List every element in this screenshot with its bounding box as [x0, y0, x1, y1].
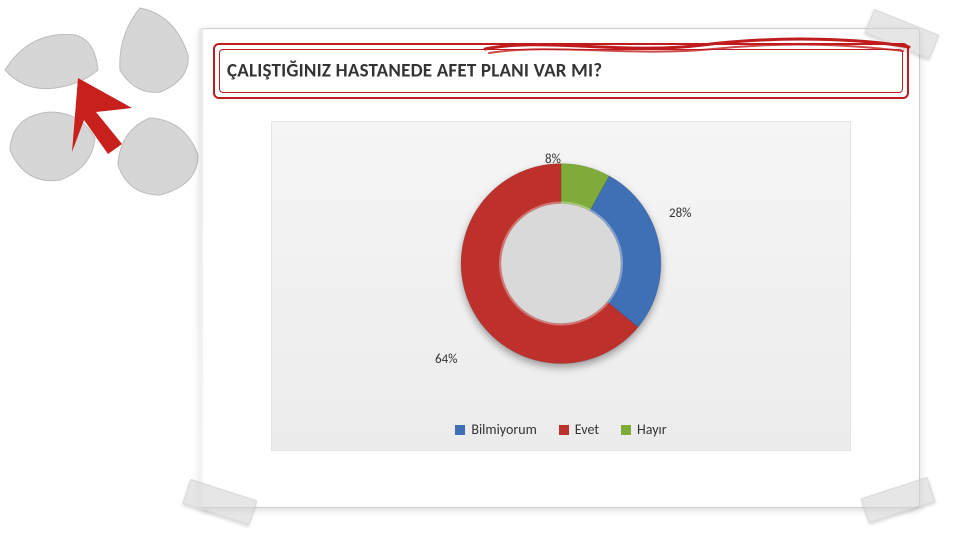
percent-label: 28% [669, 206, 691, 221]
tape-bottom-left [183, 479, 258, 525]
legend-swatch [559, 425, 569, 435]
title-squiggle [483, 35, 913, 57]
slide-card: ÇALIŞTIĞINIZ HASTANEDE AFET PLANI VAR MI… [200, 28, 920, 508]
slide-title: ÇALIŞTIĞINIZ HASTANEDE AFET PLANI VAR MI… [227, 60, 602, 83]
tape-bottom-right [861, 477, 936, 523]
legend-item: Hayır [621, 421, 667, 438]
chart-legend: Bilmiyorum Evet Hayır [272, 421, 850, 438]
legend-label: Evet [575, 421, 599, 438]
chart-plot-area: 8% 28% 64% Bilmiyorum Evet Hayır [271, 121, 851, 451]
percent-label: 64% [435, 352, 457, 367]
hands-arrow-graphic [0, 0, 210, 210]
legend-item: Evet [559, 421, 599, 438]
percent-label: 8% [545, 152, 561, 167]
legend-item: Bilmiyorum [455, 421, 536, 438]
legend-swatch [455, 425, 465, 435]
legend-label: Hayır [637, 421, 667, 438]
title-frame: ÇALIŞTIĞINIZ HASTANEDE AFET PLANI VAR MI… [213, 43, 909, 99]
donut-chart [441, 144, 681, 389]
legend-swatch [621, 425, 631, 435]
legend-label: Bilmiyorum [471, 421, 536, 438]
